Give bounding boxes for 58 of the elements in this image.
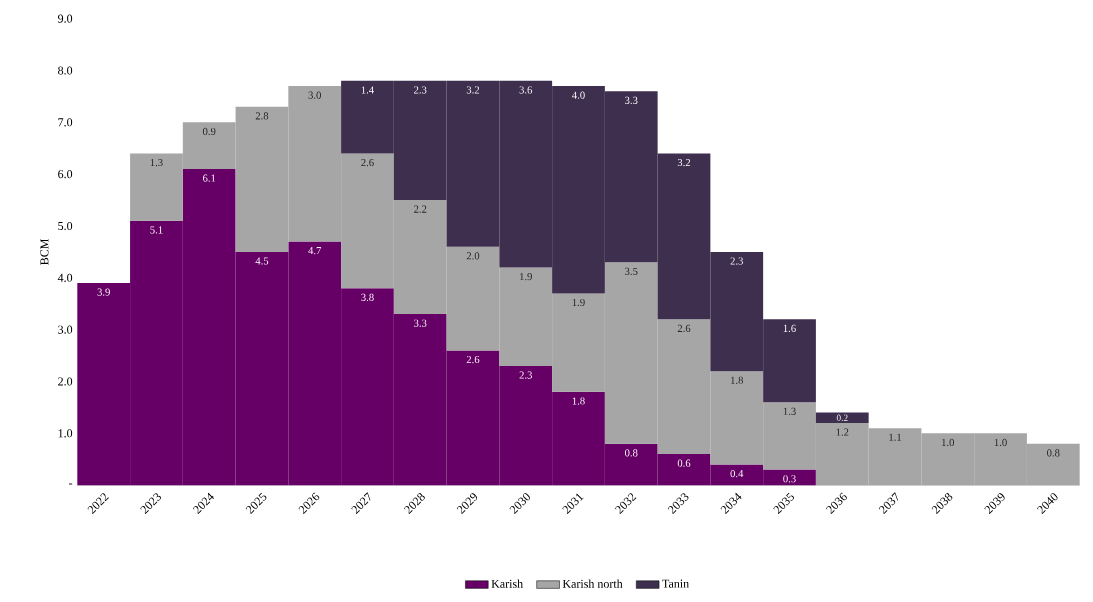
legend-label: Karish north (562, 579, 623, 588)
data-label: 4.7 (308, 246, 322, 254)
data-label: 3.9 (97, 288, 110, 296)
data-label: 2.2 (414, 205, 427, 213)
y-tick-label: 8.0 (58, 66, 73, 75)
data-label: 1.9 (520, 272, 532, 280)
data-label: 1.8 (572, 397, 585, 405)
data-label: 2.3 (519, 371, 532, 379)
data-label: 0.4 (730, 469, 744, 477)
y-tick-label: - (69, 483, 73, 485)
legend-label: Karish (491, 579, 523, 588)
y-tick-label: 1.0 (58, 429, 73, 438)
data-label: 2.3 (414, 86, 427, 94)
data-label: 3.0 (308, 91, 321, 99)
data-label: 0.8 (1047, 449, 1060, 457)
data-label: 2.0 (466, 252, 480, 260)
data-label: 1.4 (361, 86, 374, 94)
data-label: 2.3 (730, 257, 743, 265)
data-label: 1.3 (783, 407, 796, 415)
data-label: 3.5 (625, 267, 638, 275)
data-label: 0.8 (624, 449, 638, 457)
data-label: 3.6 (519, 86, 533, 94)
data-label: 0.6 (677, 459, 691, 467)
data-label: 5.1 (150, 226, 163, 234)
data-label: 3.2 (466, 86, 480, 94)
y-tick-label: 7.0 (58, 118, 73, 127)
bar (815, 412, 869, 423)
data-label: 3.3 (414, 319, 427, 327)
data-label: 0.9 (202, 127, 216, 135)
data-label: 1.2 (836, 428, 849, 436)
data-label: 2.6 (361, 158, 374, 166)
data-label: 6.1 (203, 174, 216, 182)
data-label: 2.6 (466, 355, 480, 363)
y-tick-label: 5.0 (58, 221, 73, 230)
data-label: 3.3 (625, 96, 638, 104)
data-label: 2.6 (677, 324, 691, 332)
data-label: 3.2 (677, 158, 691, 166)
y-axis-title: BCM (40, 238, 49, 265)
data-label: 3.8 (361, 293, 374, 301)
legend-label: Tanin (662, 579, 689, 588)
data-label: 4.5 (255, 257, 269, 265)
data-label: 4.0 (572, 91, 585, 99)
x-tick-label: 2031 (562, 493, 584, 514)
data-label: 1.9 (572, 298, 585, 306)
y-tick-label: 4.0 (57, 273, 73, 282)
y-tick-label: 6.0 (58, 169, 73, 178)
data-label: 1.6 (783, 324, 796, 332)
y-tick-label: 2.0 (58, 377, 73, 386)
data-label: 1.0 (994, 438, 1007, 446)
data-label: 1.3 (150, 158, 163, 166)
data-label: 1.1 (889, 433, 902, 441)
y-tick-label: 3.0 (58, 325, 73, 334)
data-label: 1.0 (942, 438, 955, 446)
data-label: 1.8 (731, 376, 744, 384)
data-label: 2.8 (255, 112, 269, 120)
data-label: 0.3 (783, 474, 796, 483)
data-label: 0.2 (836, 414, 848, 421)
y-tick-label: 9.0 (57, 14, 73, 23)
